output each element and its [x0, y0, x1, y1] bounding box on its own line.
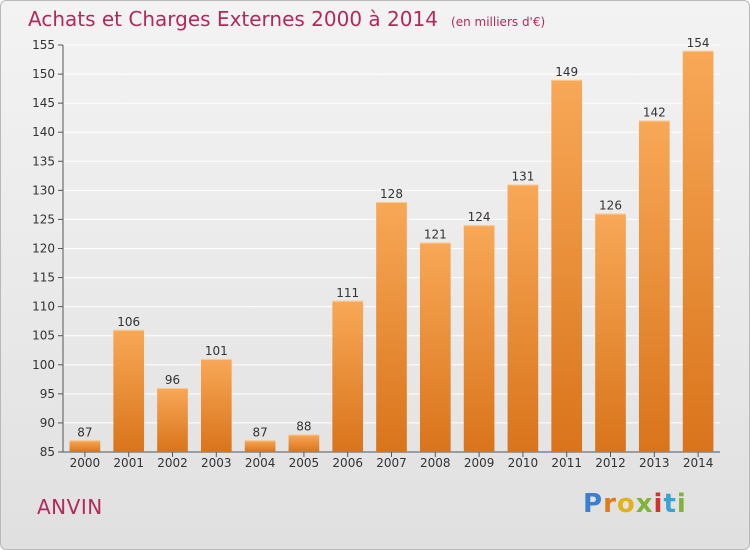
bar — [551, 79, 583, 452]
y-tick-label: 150 — [32, 67, 55, 81]
bar — [113, 329, 145, 452]
data-label: 106 — [117, 315, 140, 329]
title-row: Achats et Charges Externes 2000 à 2014 (… — [28, 7, 545, 31]
data-label: 88 — [296, 420, 311, 434]
x-tick-label: 2012 — [595, 456, 626, 470]
bar — [288, 434, 320, 452]
x-tick-label: 2010 — [508, 456, 539, 470]
commune-name: ANVIN — [37, 495, 103, 519]
bar — [638, 120, 670, 452]
bar — [463, 225, 495, 452]
logo-letter: o — [616, 489, 636, 519]
x-tick-label: 2008 — [420, 456, 451, 470]
y-tick-label: 155 — [32, 38, 55, 52]
x-tick-label: 2006 — [332, 456, 363, 470]
data-label: 101 — [205, 344, 228, 358]
logo-letter: r — [603, 489, 617, 519]
x-tick-label: 2014 — [683, 456, 714, 470]
bar — [376, 201, 407, 452]
y-tick-label: 85 — [40, 445, 55, 459]
bar — [244, 440, 276, 452]
data-label: 131 — [511, 170, 534, 184]
bar — [157, 388, 188, 452]
data-label: 128 — [380, 187, 403, 201]
data-label: 142 — [643, 106, 666, 120]
logo-letter: i — [676, 489, 687, 519]
data-label: 126 — [599, 199, 622, 213]
data-label: 96 — [165, 373, 180, 387]
data-label: 87 — [252, 425, 267, 439]
bar — [507, 184, 539, 453]
bar — [332, 300, 364, 452]
x-tick-labels: 2000 2001 2002 2003 2004 2005 2006 2007 2008 2009… — [70, 456, 714, 470]
logo-letter: i — [653, 489, 664, 519]
chart-title: Achats et Charges Externes 2000 à 2014 — [28, 7, 438, 31]
y-tick-label: 95 — [40, 387, 55, 401]
logo-letter: x — [635, 489, 654, 519]
y-tick-label: 115 — [32, 271, 55, 285]
y-tick-label: 105 — [32, 329, 55, 343]
logo-letter: t — [663, 489, 677, 519]
bars — [69, 50, 714, 453]
y-tick-label: 100 — [32, 358, 55, 372]
bar — [200, 358, 232, 452]
y-tick-label: 125 — [32, 212, 55, 226]
value-labels: 87 106 96 101 87 88 111 128 121 124 131 149 126 142 15… — [77, 36, 709, 440]
y-tick-label: 110 — [32, 300, 55, 314]
y-tick-label: 145 — [32, 96, 55, 110]
bar — [682, 50, 714, 453]
x-tick-label: 2004 — [245, 456, 276, 470]
y-tick-label: 140 — [32, 125, 55, 139]
data-label: 111 — [336, 286, 359, 300]
y-tick-label: 130 — [32, 183, 55, 197]
proxiti-logo: Proxiti — [583, 489, 687, 519]
y-tick-label: 135 — [32, 154, 55, 168]
x-tick-label: 2001 — [113, 456, 144, 470]
y-tick-labels: 85 90 95 100 105 110 115 120 125 130 135 140 145 150 1… — [32, 38, 55, 459]
data-label: 149 — [555, 65, 578, 79]
logo-letter: P — [583, 489, 604, 519]
y-tick-label: 90 — [40, 416, 55, 430]
data-label: 124 — [468, 210, 491, 224]
x-tick-label: 2007 — [376, 456, 407, 470]
bar — [419, 242, 451, 452]
x-tick-label: 2009 — [464, 456, 495, 470]
x-tick-label: 2005 — [289, 456, 320, 470]
x-tick-label: 2011 — [551, 456, 582, 470]
data-label: 121 — [424, 228, 447, 242]
x-tick-label: 2000 — [70, 456, 101, 470]
bar — [69, 440, 101, 452]
data-label: 154 — [687, 36, 710, 50]
x-tick-label: 2003 — [201, 456, 232, 470]
bar — [595, 213, 626, 452]
chart-subtitle: (en milliers d'€) — [451, 15, 546, 29]
y-tick-label: 120 — [32, 242, 55, 256]
x-tick-label: 2002 — [157, 456, 188, 470]
x-tick-label: 2013 — [639, 456, 670, 470]
data-label: 87 — [77, 425, 92, 439]
